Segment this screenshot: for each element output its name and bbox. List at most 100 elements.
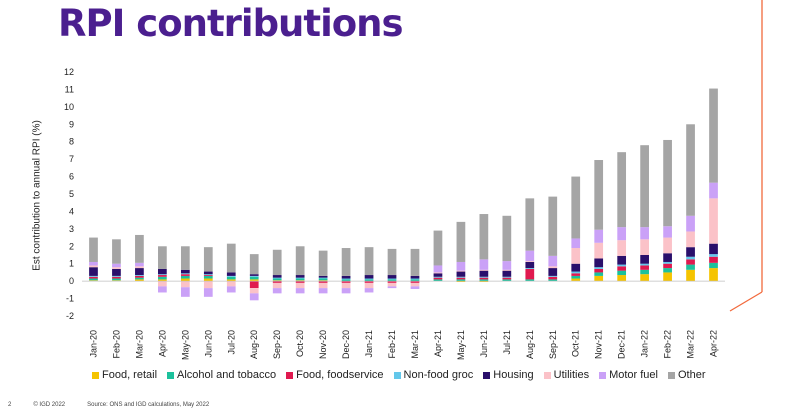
bar-segment [640,145,649,228]
y-tick-label: 6 [69,172,74,182]
bar-segment [89,237,98,262]
bar-segment [456,279,466,282]
bar-segment [640,274,649,282]
bar-segment [89,275,98,277]
bar-segment [594,268,604,273]
bar-segment [479,281,489,283]
bar-segment [318,250,328,276]
bar-segment [226,279,236,282]
legend-item: Non-food groc [393,369,473,381]
bar-segment [249,274,259,276]
bar-segment [456,281,466,283]
bar-segment [686,259,695,265]
legend-label: Utilities [553,369,590,381]
bar-segment [226,275,236,277]
page-title: RPI contributions [58,2,404,45]
x-tick-label: May-20 [180,330,190,360]
bar-segment [617,227,627,241]
bar-segment [272,275,282,278]
bar-segment [180,287,190,297]
bar-segment [341,275,351,279]
bar-segment [341,288,351,294]
bar-segment [433,273,443,277]
bar-segment [571,273,581,276]
x-tick-label: Oct-21 [571,330,581,357]
legend-swatch [599,371,607,379]
legend-label: Motor fuel [609,369,658,381]
bar-segment [617,152,627,228]
bar-segment [364,279,374,282]
bar-segment [571,271,581,274]
bar-segment [686,264,695,270]
bar-segment [663,139,672,227]
bar-segment [295,278,305,281]
corner-accent-line-diagonal [729,291,763,312]
legend-item: Alcohol and tobacco [167,369,276,381]
bar-segment [433,277,443,280]
bar-segment [640,255,649,264]
bar-segment [479,270,489,277]
bar-segment [89,265,98,268]
bar-segment [387,278,397,280]
bar-segment [203,281,213,289]
bar-segment [617,266,627,271]
bar-segment [272,277,282,279]
bar-segment [709,254,718,257]
legend-swatch [167,371,175,379]
x-tick-label: Feb-20 [111,330,121,359]
bar-segment [272,288,282,294]
bar-segment [686,256,695,260]
bar-segment [594,267,604,269]
bar-segment [341,278,351,280]
bar-segment [112,263,121,268]
bar-segment [272,281,282,283]
x-tick-label: Jun-21 [479,330,489,358]
x-tick-label: Feb-21 [387,330,397,359]
bar-segment [410,282,420,287]
bar-segment [318,282,328,289]
y-tick-label: 9 [69,119,74,129]
legend-swatch [286,371,294,379]
x-tick-label: Feb-22 [663,330,673,359]
bar-segment [548,279,558,282]
bar-segment [158,268,167,275]
bar-segment [318,288,328,294]
bar-segment [387,275,397,279]
bar-segment [479,269,489,271]
x-tick-label: Oct-20 [295,330,305,357]
bar-segment [135,268,144,276]
bar-segment [135,275,144,276]
legend-swatch [483,371,491,379]
bar-segment [479,259,489,270]
bar-segment [709,198,718,244]
x-tick-label: Dec-21 [617,330,627,359]
bar-segment [617,270,627,276]
bar-segment [272,280,282,282]
bar-segment [135,234,144,263]
bar-segment [502,277,512,280]
bar-segment [433,279,443,282]
bar-segment [295,275,305,278]
bar-segment [226,272,236,276]
y-tick-label: 0 [69,276,74,286]
legend-item: Other [668,369,706,381]
bar-segment [249,279,259,282]
y-tick-label: -1 [66,294,74,304]
bar-segment [112,280,121,282]
bar-segment [203,274,213,276]
bar-segment [112,268,121,276]
legend-swatch [393,371,401,379]
bar-segment [571,248,581,264]
bar-segment [249,281,259,289]
x-tick-label: Dec-20 [341,330,351,359]
bar-segment [158,274,167,276]
x-tick-label: Sep-21 [548,330,558,359]
bar-segment [594,258,604,268]
bar-segment [502,276,512,278]
bar-segment [203,275,213,276]
bar-segment [135,275,144,278]
bar-segment [686,215,695,232]
footer-source: Source: ONS and IGD calculations, May 20… [87,402,210,408]
bar-segment [433,276,443,278]
